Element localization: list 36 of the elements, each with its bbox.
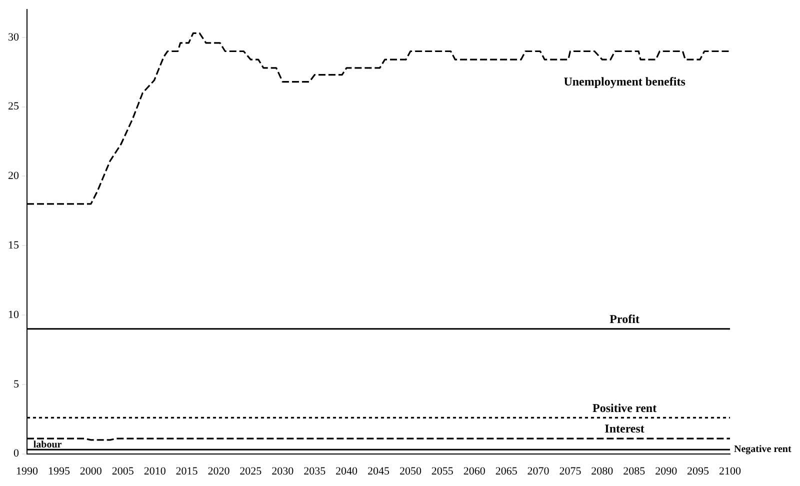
x-tick-label: 1995 [48, 465, 70, 478]
x-tick-label: 2050 [399, 465, 422, 478]
y-tick-label: 10 [8, 308, 20, 321]
x-tick-label: 2020 [208, 465, 230, 478]
series-label: Interest [604, 422, 644, 436]
x-tick-label: 2040 [336, 465, 358, 478]
x-tick-label: 2075 [559, 465, 582, 478]
y-tick-label: 5 [14, 378, 20, 390]
x-tick-label: 2025 [240, 465, 262, 478]
series-label: Positive rent [592, 400, 657, 415]
x-tick-label: 2085 [623, 465, 646, 478]
x-tick-label: 2100 [719, 465, 742, 478]
y-tick-label: 25 [8, 100, 20, 113]
x-tick-label: 2065 [495, 465, 518, 478]
x-tick-label: 2070 [527, 465, 550, 478]
annotation: labour [33, 440, 62, 451]
y-tick-label: 20 [8, 170, 20, 182]
x-tick-label: 2015 [176, 465, 198, 478]
series-label: Unemployment benefits [564, 74, 686, 88]
series-label: Profit [610, 312, 640, 326]
y-tick-label: 0 [14, 448, 20, 460]
x-tick-label: 2095 [687, 465, 710, 478]
y-tick-label: 30 [8, 31, 20, 44]
x-tick-label: 2060 [463, 465, 486, 478]
x-tick-label: 2045 [368, 465, 390, 478]
x-tick-label: 2035 [304, 465, 326, 478]
x-tick-label: 2000 [80, 465, 102, 478]
series-label: Negative rent [734, 444, 792, 456]
x-tick-label: 2090 [655, 465, 678, 478]
x-tick-label: 2055 [431, 465, 454, 478]
x-tick-label: 2030 [272, 465, 294, 478]
y-tick-label: 15 [8, 239, 20, 252]
x-tick-label: 2010 [144, 465, 166, 478]
x-tick-label: 1990 [16, 465, 38, 478]
x-tick-label: 2080 [591, 465, 614, 478]
x-tick-label: 2005 [112, 465, 134, 478]
